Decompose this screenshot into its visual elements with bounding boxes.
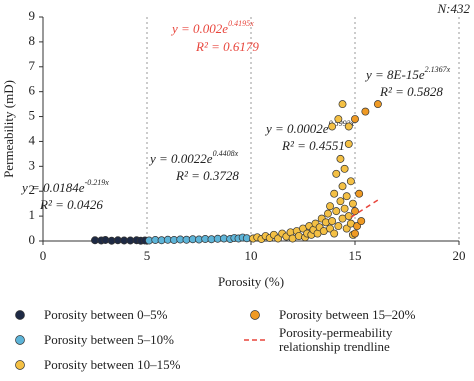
y-tick-label: 3 <box>29 157 36 172</box>
legend-label: Porosity between 10–15% <box>44 356 181 372</box>
data-point <box>334 115 343 123</box>
r-squared: R² = 0.6179 <box>195 39 259 54</box>
data-point <box>357 217 366 226</box>
y-tick-label: 0 <box>29 232 36 247</box>
equation-exponent: 2.1367x <box>425 65 451 74</box>
x-tick-label: 0 <box>40 248 47 263</box>
legend-marker <box>15 309 25 320</box>
data-point <box>334 222 343 231</box>
equation: y = 8E-15e2.1367x <box>364 65 451 82</box>
trendline <box>350 198 381 218</box>
data-point <box>328 122 337 131</box>
data-point <box>348 199 357 208</box>
data-point <box>336 154 345 163</box>
data-point <box>326 224 334 233</box>
equation: y = 0.002e0.4195x <box>170 19 254 36</box>
y-tick-label: 2 <box>29 182 36 197</box>
equation-text: y = 0.0184e <box>20 180 85 195</box>
equation-exponent: 0.4195x <box>228 19 254 28</box>
data-point <box>344 139 353 148</box>
legend-entry: Porosity between 15–20% <box>243 302 473 327</box>
legend-entry: Porosity-permeability relationship trend… <box>243 324 473 354</box>
legend-marker <box>15 359 25 370</box>
data-point <box>351 229 359 238</box>
y-tick-label: 6 <box>29 83 36 98</box>
data-point <box>340 204 349 213</box>
data-point <box>338 182 347 191</box>
r-squared: R² = 0.3728 <box>175 168 239 183</box>
legend-symbol <box>15 334 25 345</box>
data-point <box>373 100 382 109</box>
legend-entry: Porosity between 10–15% <box>8 352 243 377</box>
legend-symbol <box>15 359 25 370</box>
sample-count: N:432 <box>437 1 471 16</box>
equation-exponent: 0.4408x <box>213 149 239 158</box>
data-point <box>342 192 351 201</box>
equation: y = 0.0022e0.4408x <box>148 149 239 166</box>
data-point <box>361 107 370 116</box>
equation-exponent: -0.219x <box>85 178 110 187</box>
equation: y = 0.0184e-0.219x <box>20 178 109 195</box>
data-point <box>330 189 339 198</box>
x-tick-label: 5 <box>144 248 151 263</box>
y-tick-label: 8 <box>29 33 36 48</box>
data-point <box>332 169 341 178</box>
legend-label: Porosity between 5–10% <box>44 331 174 347</box>
x-tick-label: 10 <box>245 248 258 263</box>
data-point <box>353 222 362 231</box>
x-axis-title: Porosity (%) <box>218 274 284 289</box>
legend-symbol <box>244 338 266 341</box>
r-squared: R² = 0.0426 <box>39 197 103 212</box>
data-point <box>332 207 341 216</box>
data-point <box>328 217 337 226</box>
chart: N:432 Porosity (%) Permeability (mD) 0 5 1… <box>1 1 471 289</box>
y-tick-label: 7 <box>29 58 36 73</box>
data-point <box>324 209 332 218</box>
legend-marker <box>250 309 260 320</box>
y-tick-label: 5 <box>29 108 36 123</box>
y-tick-label: 4 <box>29 132 36 147</box>
legend-label: Porosity between 0–5% <box>44 306 168 322</box>
equation-exponent: 0.5993x <box>329 119 355 128</box>
data-point <box>274 234 282 243</box>
data-point <box>330 229 339 238</box>
equation-text: y = 0.0002e <box>264 121 329 136</box>
legend-symbol <box>250 309 260 320</box>
data-point <box>326 202 334 211</box>
data-point <box>355 189 364 198</box>
data-point <box>351 207 359 216</box>
y-tick-label: 1 <box>29 207 36 222</box>
data-point <box>346 177 355 186</box>
data-point <box>344 122 353 131</box>
equation-text: y = 0.0022e <box>148 151 213 166</box>
data-point <box>344 212 353 221</box>
r-squared: R² = 0.5828 <box>379 84 443 99</box>
r-squared: R² = 0.4551 <box>281 138 345 153</box>
data-point <box>336 197 345 206</box>
y-tick-label: 9 <box>29 8 36 23</box>
data-point <box>351 115 359 123</box>
legend-symbol <box>15 309 25 320</box>
legend-entry: Porosity between 5–10% <box>8 327 243 352</box>
legend-entry: Porosity between 0–5% <box>8 302 243 327</box>
equation-text: y = 8E-15e <box>364 67 425 82</box>
y-axis-title: Permeability (mD) <box>1 80 16 178</box>
equation: y = 0.0002e0.5993x <box>264 119 355 136</box>
data-point <box>340 164 349 173</box>
equation-text: y = 0.002e <box>170 21 228 36</box>
legend-label: Porosity-permeability relationship trend… <box>279 324 393 354</box>
data-point <box>342 224 351 233</box>
data-point <box>338 100 347 109</box>
x-tick-label: 20 <box>453 248 466 263</box>
legend-marker <box>15 334 25 345</box>
x-tick-label: 15 <box>349 248 362 263</box>
legend-label: Porosity between 15–20% <box>279 306 416 322</box>
legend: Porosity between 0–5% Porosity between 5–… <box>0 296 474 377</box>
